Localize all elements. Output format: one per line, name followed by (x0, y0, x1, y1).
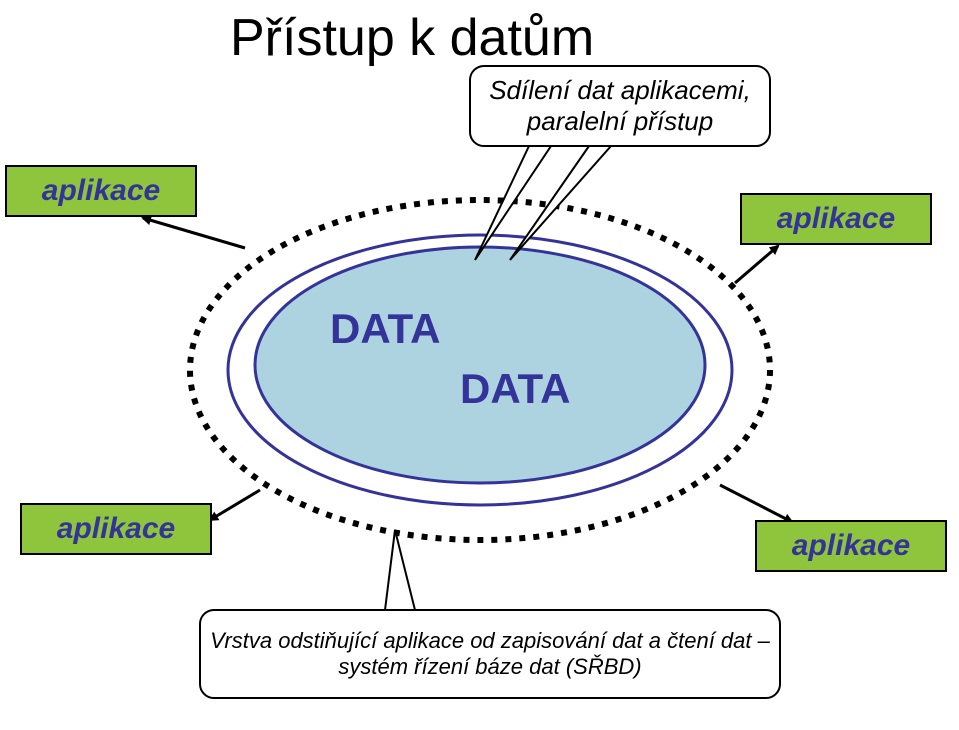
app-bottom-right-label: aplikace (792, 529, 910, 563)
callout-top-tail-0 (475, 146, 551, 260)
callout-top-tail-1 (510, 146, 611, 260)
app-bottom-right: aplikace (755, 520, 947, 572)
data-label-1: DATA (460, 365, 570, 413)
callout-top: Sdílení dat aplikacemi, paralelní přístu… (470, 66, 770, 146)
app-top-right-label: aplikace (777, 202, 895, 236)
arrow-app-bottom-left (210, 490, 260, 520)
callout-bottom: Vrstva odstiňující aplikace od zapisován… (200, 610, 780, 698)
app-top-right: aplikace (740, 193, 932, 245)
app-top-left: aplikace (5, 165, 197, 217)
arrow-app-top-left (143, 218, 245, 248)
diagram-title: Přístup k datům (230, 8, 594, 68)
diagram-stage: Přístup k datům DATA DATA aplikace aplikac… (0, 0, 959, 730)
callout-bottom-tail-0 (385, 530, 415, 610)
app-top-left-label: aplikace (42, 174, 160, 208)
data-label-0: DATA (330, 305, 440, 353)
arrow-app-bottom-right (720, 485, 792, 522)
app-bottom-left: aplikace (20, 503, 212, 555)
app-bottom-left-label: aplikace (57, 512, 175, 546)
arrow-app-top-right (735, 246, 778, 283)
